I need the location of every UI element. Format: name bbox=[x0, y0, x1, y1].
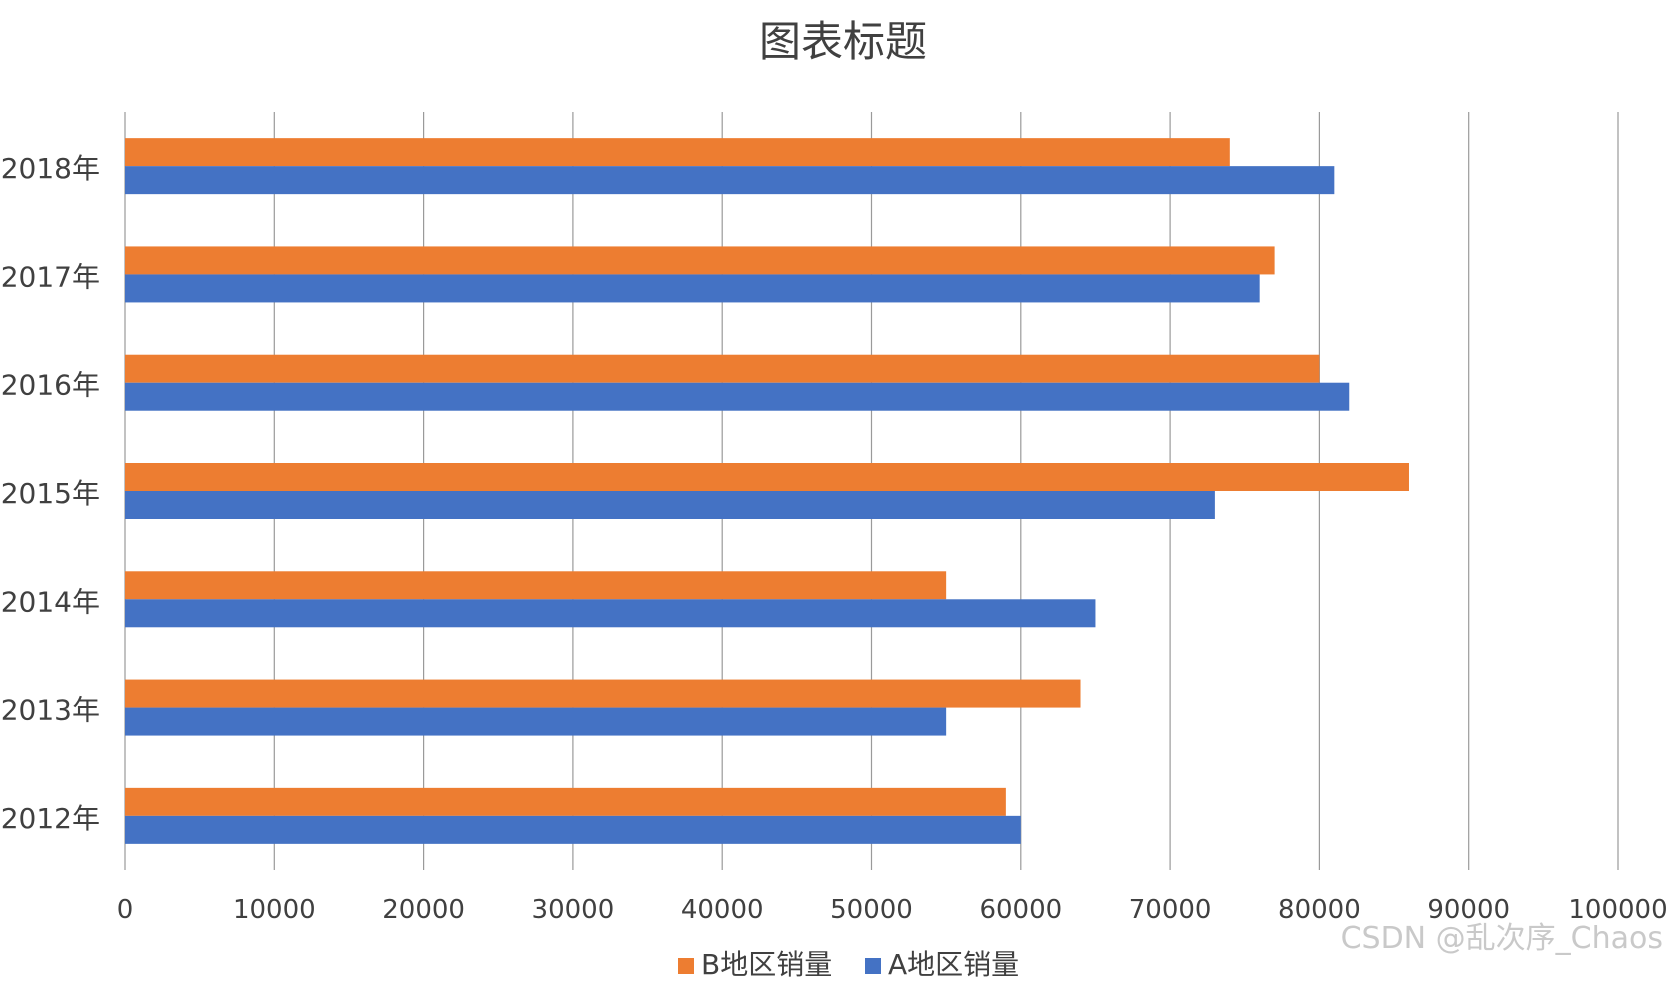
legend-label: B地区销量 bbox=[701, 948, 832, 981]
category-label: 2014年 bbox=[1, 585, 100, 618]
x-tick-label: 80000 bbox=[1278, 895, 1361, 925]
x-tick-label: 70000 bbox=[1129, 895, 1212, 925]
bar-a-2016年 bbox=[125, 382, 1350, 411]
bar-a-2018年 bbox=[125, 166, 1335, 195]
bar-b-2012年 bbox=[125, 787, 1006, 816]
category-label: 2016年 bbox=[1, 369, 100, 402]
bar-a-2012年 bbox=[125, 815, 1021, 844]
category-label: 2012年 bbox=[1, 802, 100, 835]
bars bbox=[125, 138, 1409, 844]
category-label: 2013年 bbox=[1, 694, 100, 727]
watermark: CSDN @乱次序_Chaos bbox=[1340, 921, 1663, 956]
bar-a-2015年 bbox=[125, 491, 1215, 519]
category-labels: 2012年 2013年 2014年 2015年 2016年 2017年 2018年 bbox=[1, 152, 100, 835]
x-tick-label: 60000 bbox=[979, 895, 1062, 925]
legend-swatch bbox=[865, 958, 881, 974]
bar-b-2013年 bbox=[125, 679, 1081, 708]
bar-b-2016年 bbox=[125, 354, 1320, 383]
x-tick-label: 0 bbox=[117, 895, 134, 925]
bar-b-2017年 bbox=[125, 246, 1275, 275]
x-tick-label: 90000 bbox=[1427, 895, 1510, 925]
bar-a-2014年 bbox=[125, 599, 1096, 628]
legend: B地区销量 A地区销量 bbox=[678, 948, 1019, 981]
x-tick-label: 50000 bbox=[830, 895, 913, 925]
bar-a-2013年 bbox=[125, 707, 947, 736]
legend-swatch bbox=[678, 958, 694, 974]
x-tick-label: 40000 bbox=[681, 895, 764, 925]
x-tick-label: 100000 bbox=[1568, 895, 1667, 925]
legend-label: A地区销量 bbox=[888, 948, 1019, 981]
bar-b-2015年 bbox=[125, 463, 1409, 491]
x-tick-label: 30000 bbox=[532, 895, 615, 925]
chart-title: 图表标题 bbox=[759, 17, 927, 66]
x-tick-label: 20000 bbox=[382, 895, 465, 925]
x-tick-labels: 0 10000 20000 30000 40000 50000 60000 70000 8000… bbox=[117, 895, 1668, 925]
bar-b-2014年 bbox=[125, 571, 947, 600]
category-label: 2018年 bbox=[1, 152, 100, 185]
category-label: 2015年 bbox=[1, 477, 100, 510]
x-tick-label: 10000 bbox=[233, 895, 316, 925]
category-label: 2017年 bbox=[1, 260, 100, 293]
bar-a-2017年 bbox=[125, 274, 1260, 303]
bar-b-2018年 bbox=[125, 138, 1230, 167]
